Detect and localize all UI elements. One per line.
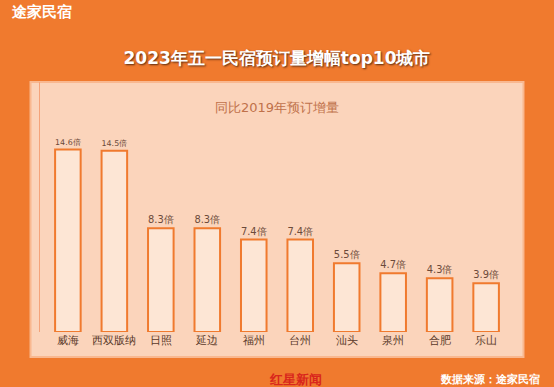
svg-text:7.4倍: 7.4倍 [287,226,313,237]
svg-text:汕头: 汕头 [336,334,358,347]
svg-text:合肥: 合肥 [429,334,451,347]
svg-text:乐山: 乐山 [475,334,497,347]
svg-text:3.9倍: 3.9倍 [473,269,499,280]
svg-text:同比2019年预订增量: 同比2019年预订增量 [215,100,339,115]
svg-text:4.3倍: 4.3倍 [427,264,453,275]
svg-text:4.7倍: 4.7倍 [380,259,406,270]
svg-text:14.5倍: 14.5倍 [102,139,128,148]
svg-text:8.3倍: 8.3倍 [148,214,174,225]
svg-text:红星新闻: 红星新闻 [269,372,322,387]
svg-text:延边: 延边 [195,334,218,347]
svg-text:5.5倍: 5.5倍 [334,249,360,260]
svg-text:福州: 福州 [243,334,265,347]
svg-text:西双版纳: 西双版纳 [92,334,136,347]
svg-text:途家民宿: 途家民宿 [11,3,72,21]
svg-text:泉州: 泉州 [382,334,404,347]
svg-text:威海: 威海 [57,334,79,347]
svg-text:2023年五一民宿预订量增幅top10城市: 2023年五一民宿预订量增幅top10城市 [124,48,431,68]
svg-text:8.3倍: 8.3倍 [194,214,220,225]
svg-text:7.4倍: 7.4倍 [241,226,267,237]
svg-text:日照: 日照 [150,334,172,347]
svg-text:14.6倍: 14.6倍 [55,138,81,147]
svg-text:台州: 台州 [289,334,311,347]
svg-text:数据来源：途家民宿: 数据来源：途家民宿 [440,373,540,386]
